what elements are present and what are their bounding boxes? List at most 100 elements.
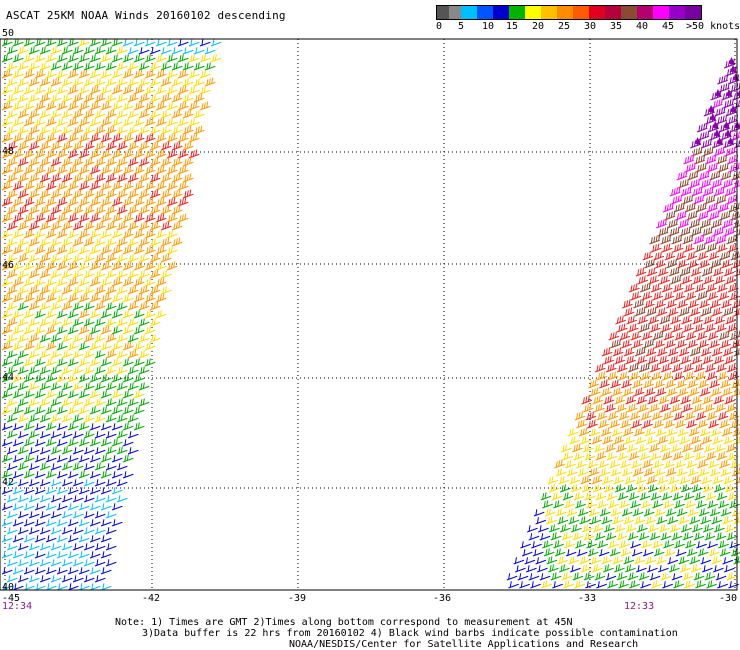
wind-barb bbox=[89, 583, 101, 591]
legend-swatch bbox=[605, 6, 621, 19]
wind-barb bbox=[715, 363, 727, 373]
wind-barb bbox=[594, 572, 606, 581]
wind-barb bbox=[643, 379, 654, 389]
wind-barb bbox=[144, 39, 156, 47]
legend-swatch bbox=[509, 6, 525, 19]
wind-barb bbox=[702, 355, 713, 365]
wind-barb bbox=[50, 270, 62, 279]
wind-barb bbox=[100, 133, 112, 143]
wind-barb bbox=[619, 540, 630, 549]
wind-barb bbox=[23, 213, 35, 223]
wind-barb bbox=[149, 94, 161, 103]
wind-barb bbox=[122, 310, 134, 319]
wind-barb bbox=[579, 516, 591, 525]
wind-barb bbox=[94, 575, 106, 583]
wind-barb bbox=[521, 549, 533, 557]
wind-barb bbox=[533, 509, 545, 517]
wind-barb bbox=[188, 149, 200, 159]
wind-barb bbox=[83, 189, 95, 199]
wind-barb bbox=[629, 371, 641, 381]
wind-barb bbox=[586, 540, 597, 549]
wind-barb bbox=[111, 487, 123, 495]
wind-barb bbox=[17, 334, 29, 343]
wind-barb bbox=[45, 341, 57, 351]
wind-barb bbox=[12, 133, 24, 143]
wind-barb bbox=[144, 358, 156, 367]
wind-barb bbox=[144, 278, 156, 287]
wind-barb bbox=[50, 318, 62, 327]
wind-barb bbox=[627, 532, 639, 541]
wind-barb bbox=[39, 302, 51, 311]
wind-barb bbox=[666, 299, 677, 309]
wind-barb bbox=[686, 460, 697, 469]
wind-barb bbox=[581, 524, 593, 533]
wind-barb bbox=[671, 194, 683, 205]
wind-barb bbox=[654, 379, 665, 389]
wind-barb bbox=[6, 205, 18, 215]
wind-barb bbox=[725, 403, 737, 413]
wind-barb bbox=[23, 310, 35, 319]
wind-barb bbox=[56, 455, 68, 463]
wind-barb bbox=[193, 78, 205, 87]
wind-barb bbox=[6, 141, 18, 151]
wind-barb bbox=[34, 54, 46, 63]
wind-barb bbox=[94, 93, 106, 103]
wind-barb bbox=[679, 226, 691, 237]
wind-barb bbox=[83, 333, 95, 343]
wind-barb bbox=[630, 291, 642, 301]
wind-barb bbox=[45, 197, 57, 207]
wind-barb bbox=[23, 422, 35, 431]
wind-barb bbox=[127, 301, 139, 311]
wind-barb bbox=[544, 508, 556, 517]
wind-barb bbox=[698, 508, 710, 517]
wind-barb bbox=[581, 395, 593, 405]
wind-barb bbox=[133, 54, 145, 63]
wind-barb bbox=[177, 69, 189, 79]
wind-barb bbox=[710, 299, 721, 309]
wind-barb bbox=[559, 524, 571, 533]
wind-barb bbox=[699, 259, 710, 269]
wind-barb bbox=[667, 516, 679, 525]
lon-label-3: -36 bbox=[433, 593, 452, 604]
wind-barb bbox=[210, 54, 222, 63]
wind-barb bbox=[715, 194, 727, 205]
wind-barb bbox=[28, 237, 40, 247]
wind-barb bbox=[50, 141, 62, 151]
wind-barb bbox=[166, 246, 178, 255]
wind-barb bbox=[61, 189, 73, 199]
wind-barb bbox=[45, 358, 57, 367]
wind-barb bbox=[83, 559, 95, 567]
wind-barb bbox=[89, 567, 101, 575]
wind-barb bbox=[583, 572, 595, 581]
wind-barb bbox=[199, 86, 211, 95]
wind-barb bbox=[122, 69, 134, 79]
wind-barb bbox=[50, 543, 62, 551]
wind-barb bbox=[703, 105, 716, 117]
wind-barb bbox=[83, 543, 95, 551]
wind-barb bbox=[72, 414, 84, 423]
wind-barb bbox=[642, 419, 653, 429]
wind-barb bbox=[89, 85, 101, 95]
wind-barb bbox=[72, 511, 84, 519]
wind-barb bbox=[684, 371, 696, 381]
wind-barb bbox=[724, 524, 736, 533]
wind-barb bbox=[656, 218, 667, 229]
wind-barb bbox=[727, 114, 739, 125]
wind-barb bbox=[111, 519, 123, 527]
wind-barb bbox=[651, 371, 663, 381]
wind-barb bbox=[116, 157, 128, 167]
wind-barb bbox=[61, 495, 73, 503]
wind-barb bbox=[56, 149, 68, 159]
wind-barb bbox=[659, 314, 671, 325]
wind-barb bbox=[50, 350, 62, 359]
wind-barb bbox=[724, 186, 736, 197]
wind-barb bbox=[83, 46, 95, 55]
wind-barb bbox=[105, 253, 117, 263]
wind-barb bbox=[656, 556, 668, 565]
wind-barb bbox=[720, 379, 731, 389]
wind-barb bbox=[615, 443, 627, 453]
wind-barb bbox=[34, 293, 46, 303]
wind-barb bbox=[56, 101, 68, 111]
wind-barb bbox=[682, 234, 694, 245]
wind-barb bbox=[670, 444, 682, 453]
